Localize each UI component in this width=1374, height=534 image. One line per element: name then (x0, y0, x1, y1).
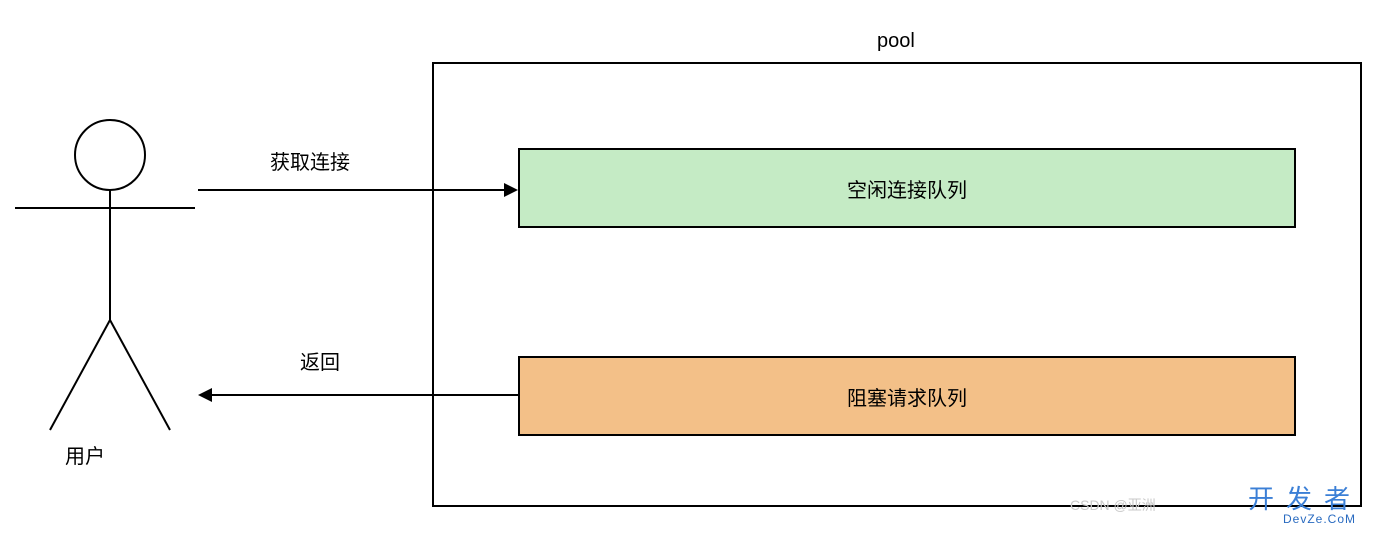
user-label: 用户 (65, 440, 105, 469)
dev-watermark: 开发者 (1248, 479, 1362, 516)
blocked-queue: 阻塞请求队列 (518, 356, 1296, 436)
idle-queue: 空闲连接队列 (518, 148, 1296, 228)
return-label: 返回 (300, 346, 340, 375)
pool-title: pool (877, 30, 915, 53)
pool-container (432, 62, 1362, 507)
user-icon (15, 110, 195, 440)
get-connection-label: 获取连接 (270, 146, 350, 175)
get-connection-arrow (198, 178, 518, 202)
csdn-watermark: CSDN @亚洲 (1070, 495, 1156, 515)
return-arrow (198, 383, 518, 407)
idle-queue-label: 空闲连接队列 (847, 174, 967, 203)
dev-watermark-sub: DevZe.CoM (1283, 512, 1356, 526)
blocked-queue-label: 阻塞请求队列 (847, 382, 967, 411)
